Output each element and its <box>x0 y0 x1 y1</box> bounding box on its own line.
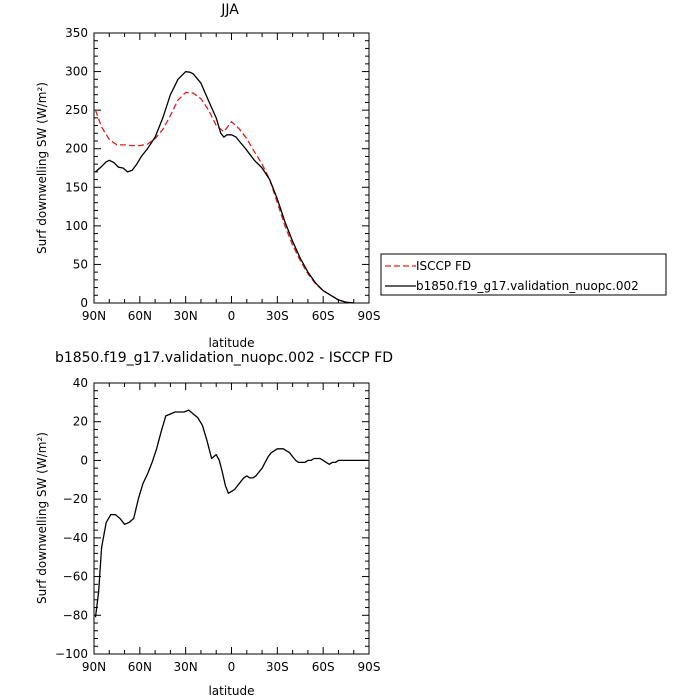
top-x-axis-title: latitude <box>208 336 254 350</box>
bottom-x-tick-labels: 90N 60N 30N 0 30S 60S 90S <box>82 660 381 674</box>
bottom-y-axis-title: Surf downwelling SW (W/m²) <box>35 432 49 604</box>
top-ytick-label: 250 <box>65 103 88 117</box>
top-xtick-label: 30S <box>266 309 289 323</box>
top-x-tick-labels: 90N 60N 30N 0 30S 60S 90S <box>82 309 381 323</box>
bottom-plot-title: b1850.f19_g17.validation_nuopc.002 - ISC… <box>55 350 393 366</box>
bottom-xtick-label: 90S <box>358 660 381 674</box>
bottom-ytick-label: −40 <box>63 531 88 545</box>
bottom-ytick-label: 20 <box>73 415 88 429</box>
top-xtick-label: 90S <box>358 309 381 323</box>
bottom-xtick-label: 90N <box>82 660 106 674</box>
bottom-xtick-label: 30N <box>174 660 198 674</box>
legend-label-isccp: ISCCP FD <box>416 259 471 273</box>
bottom-panel: b1850.f19_g17.validation_nuopc.002 - ISC… <box>35 350 393 698</box>
top-series-lines <box>94 70 354 304</box>
top-series-line-1 <box>95 70 354 304</box>
top-series-line-0 <box>94 91 354 304</box>
bottom-series-lines <box>94 409 368 618</box>
legend: ISCCP FD b1850.f19_g17.validation_nuopc.… <box>380 253 667 296</box>
top-xtick-label: 90N <box>82 309 106 323</box>
bottom-ytick-label: −100 <box>55 647 88 661</box>
top-ytick-label: 100 <box>65 219 88 233</box>
top-ytick-label: 350 <box>65 26 88 40</box>
bottom-ytick-label: −80 <box>63 608 88 622</box>
bottom-tick-marks <box>93 382 370 655</box>
top-plot-frame <box>93 32 370 304</box>
bottom-xtick-label: 0 <box>228 660 236 674</box>
top-ytick-label: 0 <box>80 296 88 310</box>
bottom-ytick-label: 0 <box>80 453 88 467</box>
bottom-xtick-label: 30S <box>266 660 289 674</box>
top-ytick-label: 50 <box>73 257 88 271</box>
bottom-ytick-label: −20 <box>63 492 88 506</box>
top-y-axis-title: Surf downwelling SW (W/m²) <box>35 82 49 254</box>
bottom-series-line-0 <box>94 409 368 618</box>
bottom-xtick-label: 60S <box>312 660 335 674</box>
top-xtick-label: 30N <box>174 309 198 323</box>
bottom-xtick-label: 60N <box>128 660 152 674</box>
bottom-ytick-label: −60 <box>63 570 88 584</box>
top-panel: JJA 90N 60N 30N 0 30S 60S 90S 0 50 100 150 200 250 3… <box>35 2 667 350</box>
bottom-x-axis-title: latitude <box>208 684 254 698</box>
top-xtick-label: 0 <box>228 309 236 323</box>
bottom-plot-frame <box>93 382 370 655</box>
top-ytick-label: 150 <box>65 180 88 194</box>
legend-box <box>380 253 667 296</box>
top-xtick-label: 60N <box>128 309 152 323</box>
top-plot-title: JJA <box>220 2 239 18</box>
top-ytick-label: 200 <box>65 142 88 156</box>
top-y-tick-labels: 0 50 100 150 200 250 300 350 <box>65 26 88 310</box>
legend-label-model: b1850.f19_g17.validation_nuopc.002 <box>416 279 639 293</box>
bottom-ytick-label: 40 <box>73 376 88 390</box>
top-xtick-label: 60S <box>312 309 335 323</box>
top-tick-marks <box>93 32 370 304</box>
bottom-y-tick-labels: −100 −80 −60 −40 −20 0 20 40 <box>55 376 88 661</box>
top-ytick-label: 300 <box>65 65 88 79</box>
